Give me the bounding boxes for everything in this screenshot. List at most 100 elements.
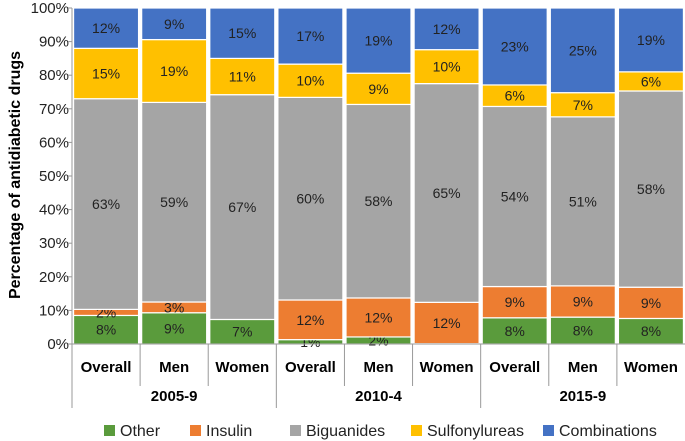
legend-swatch-other (104, 425, 115, 436)
data-label: 15% (228, 25, 256, 41)
bar-segment-biguanides (345, 103, 412, 299)
data-label: 58% (637, 181, 665, 197)
data-label: 10% (296, 73, 324, 89)
bar-segment-biguanides (617, 90, 685, 288)
category-label: Women (215, 359, 269, 376)
group-label: 2015-9 (559, 388, 606, 405)
data-label: 6% (641, 73, 661, 89)
bar-segment-biguanides (413, 82, 480, 303)
bars: 8%2%63%15%12%9%3%59%19%9%7%67%11%15%1%12… (72, 7, 685, 350)
data-label: 6% (505, 88, 525, 104)
bar-segment-combinations (481, 7, 548, 86)
data-label: 8% (573, 323, 593, 339)
data-label: 12% (296, 312, 324, 328)
data-label: 8% (505, 323, 525, 339)
legend-label: Sulfonylureas (427, 423, 524, 440)
data-label: 9% (641, 295, 661, 311)
data-label: 63% (92, 196, 120, 212)
bar-segment-combinations (277, 7, 344, 65)
legend-label: Combinations (559, 423, 657, 440)
legend-swatch-sulfonylureas (411, 425, 422, 436)
legend-label: Biguanides (306, 423, 385, 440)
y-tick-label: 90% (39, 34, 69, 51)
bar-segment-biguanides (277, 96, 344, 301)
y-tick-label: 50% (39, 168, 69, 185)
bar-segment-sulfonylureas (549, 92, 616, 118)
data-label: 58% (364, 193, 392, 209)
bar-segment-combinations (549, 7, 616, 94)
category-labels: Overall Men Women Overall Men Women Overall Men… (81, 359, 678, 376)
y-tick-label: 80% (39, 67, 69, 84)
y-tick-label: 60% (39, 134, 69, 151)
data-label: 7% (573, 97, 593, 113)
category-label: Men (159, 359, 189, 376)
data-label: 8% (96, 322, 116, 338)
data-label: 51% (569, 193, 597, 209)
y-axis-label: Percentage of antidiabetic drugs (7, 51, 24, 299)
legend-label: Insulin (206, 423, 252, 440)
data-label: 8% (641, 323, 661, 339)
bar-segment-other (141, 312, 208, 345)
group-labels: 2005-9 2010-4 2015-9 (151, 388, 606, 405)
y-tick-label: 20% (39, 269, 69, 286)
y-tick-label: 10% (39, 302, 69, 319)
bar-segment-biguanides (481, 105, 548, 288)
bar-segment-biguanides (72, 98, 140, 310)
data-label: 12% (92, 20, 120, 36)
category-label: Overall (285, 359, 336, 376)
data-label: 25% (569, 42, 597, 58)
data-label: 9% (368, 81, 388, 97)
y-tick-label: 30% (39, 235, 69, 252)
data-label: 11% (229, 69, 256, 85)
bar-segment-combinations (72, 7, 140, 49)
legend-swatch-biguanides (290, 425, 301, 436)
y-axis-ticks: 0% 10% 20% 30% 40% 50% 60% 70% 80% 90% 100% (31, 0, 72, 353)
data-label: 60% (296, 191, 324, 207)
bar-segment-biguanides (141, 101, 208, 303)
data-label: 10% (433, 59, 461, 75)
bar-segment-combinations (413, 7, 480, 51)
category-label: Men (364, 359, 394, 376)
legend-swatch-combinations (543, 425, 554, 436)
axes (71, 8, 685, 408)
data-label: 19% (364, 33, 392, 49)
y-tick-label: 70% (39, 101, 69, 118)
category-label: Women (420, 359, 474, 376)
bar-segment-other (617, 317, 685, 345)
bar-segment-sulfonylureas (413, 49, 480, 85)
legend: Other Insulin Biguanides Sulfonylureas Combi… (104, 423, 657, 440)
data-label: 12% (364, 309, 392, 325)
group-label: 2010-4 (355, 388, 402, 405)
category-label: Men (568, 359, 598, 376)
bar-segment-sulfonylureas (72, 47, 140, 100)
data-label: 19% (160, 63, 188, 79)
bar-segment-insulin (413, 301, 480, 345)
bar-segment-insulin (481, 285, 548, 319)
data-label: 23% (501, 38, 529, 54)
bar-segment-sulfonylureas (141, 38, 208, 104)
data-label: 9% (164, 16, 184, 32)
data-label: 65% (433, 185, 461, 201)
data-label: 59% (160, 194, 188, 210)
data-label: 17% (296, 28, 324, 44)
legend-label: Other (120, 423, 161, 440)
category-label: Overall (489, 359, 540, 376)
bar-segment-insulin (345, 297, 412, 338)
data-label: 19% (637, 32, 665, 48)
bar-segment-biguanides (209, 94, 276, 321)
bar-segment-sulfonylureas (345, 72, 412, 106)
y-tick-label: 40% (39, 202, 69, 219)
bar-segment-other (72, 314, 140, 345)
data-label: 12% (433, 315, 461, 331)
category-label: Overall (81, 359, 132, 376)
legend-swatch-insulin (190, 425, 201, 436)
data-label: 3% (164, 299, 184, 315)
data-label: 12% (433, 21, 461, 37)
bar-segment-combinations (209, 7, 276, 60)
group-label: 2005-9 (151, 388, 198, 405)
y-tick-label: 100% (31, 0, 69, 17)
data-label: 67% (228, 199, 256, 215)
bar-segment-biguanides (549, 116, 616, 287)
data-label: 15% (92, 66, 120, 82)
